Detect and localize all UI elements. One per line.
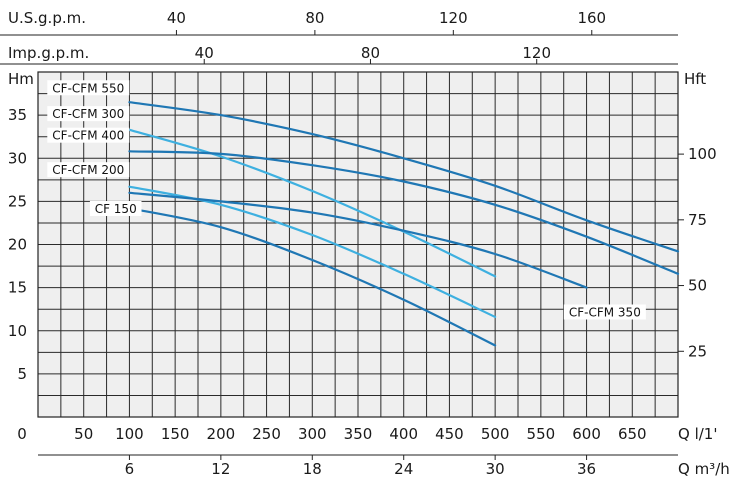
bottom-axis-lmin-tick-label: 100 — [115, 425, 144, 443]
left-axis-tick-label: 15 — [8, 279, 27, 297]
series-label: CF-CFM 200 — [52, 163, 124, 177]
chart-grid — [37, 71, 679, 418]
bottom-axis-m3h-label: Q m³/h — [678, 460, 730, 478]
plot-border — [37, 71, 679, 418]
series-label: CF 150 — [95, 202, 137, 216]
bottom-axis-m3h-tick-label: 6 — [125, 460, 135, 478]
curve-cf-cfm-550 — [128, 101, 680, 253]
bottom-axis-m3h-tick-label: 18 — [303, 460, 322, 478]
bottom-axis-lmin-tick-label: 250 — [252, 425, 281, 443]
bottom-axis-lmin-tick-label: 50 — [74, 425, 93, 443]
top-axis-impgpm-tick-label: 80 — [361, 44, 380, 62]
right-axis-tick-label: 75 — [688, 211, 707, 229]
series-label-bg — [47, 80, 130, 96]
bottom-axis-lmin-tick-label: 400 — [389, 425, 418, 443]
bottom-axis-lmin-tick-label: 650 — [618, 425, 647, 443]
bottom-axis-lmin-tick-label: 200 — [207, 425, 236, 443]
bottom-axis-m3h-tick-label: 30 — [486, 460, 505, 478]
curve-cf-cfm-400 — [128, 150, 680, 275]
bottom-axis-lmin-tick-label: 150 — [161, 425, 190, 443]
bottom-axis-lmin-tick-label: 500 — [481, 425, 510, 443]
left-axis-tick-label: 5 — [17, 365, 27, 383]
series-label: CF-CFM 350 — [569, 306, 641, 320]
top-axis-impgpm-label: Imp.g.p.m. — [8, 44, 89, 62]
bottom-axis-m3h-tick-label: 36 — [577, 460, 596, 478]
series-label-bg — [47, 162, 130, 178]
top-axis-usgpm-tick-label: 160 — [577, 9, 606, 27]
curve-cf-cfm-300 — [128, 128, 497, 278]
bottom-axis-lmin-label: Q l/1' — [678, 425, 717, 443]
top-axis-impgpm-tick-label: 120 — [522, 44, 551, 62]
left-axis-tick-label: 20 — [8, 236, 27, 254]
left-axis-tick-label: 30 — [8, 149, 27, 167]
chart-curves — [128, 101, 680, 347]
right-axis-tick-label: 50 — [688, 277, 707, 295]
bottom-axis-lmin-tick-label: 450 — [435, 425, 464, 443]
top-axis-impgpm-tick-label: 40 — [195, 44, 214, 62]
top-axis-usgpm-tick-label: 80 — [305, 9, 324, 27]
top-axis-usgpm-label: U.S.g.p.m. — [8, 9, 86, 27]
top-axis-usgpm-tick-label: 40 — [167, 9, 186, 27]
right-axis-tick-label: 100 — [688, 145, 717, 163]
curve-cf-150 — [128, 207, 497, 347]
right-axis-tick-label: 25 — [688, 342, 707, 360]
left-axis-tick-label: 25 — [8, 192, 27, 210]
bottom-axis-m3h-tick-label: 24 — [394, 460, 413, 478]
series-label-bg — [47, 127, 130, 143]
left-axis-tick-label: 10 — [8, 322, 27, 340]
series-label-bg — [47, 106, 130, 122]
chart-labels: CF-CFM 550 CF-CFM 300 CF-CFM 400 CF-CFM 200… — [47, 80, 646, 320]
bottom-axis-lmin-tick-label: 600 — [572, 425, 601, 443]
series-label: CF-CFM 400 — [52, 129, 124, 143]
right-axis-label: Hft — [684, 70, 706, 88]
left-axis-tick-label: 35 — [8, 106, 27, 124]
series-label-bg — [563, 304, 646, 320]
bottom-axis-lmin-tick-label: 550 — [527, 425, 556, 443]
top-axis-usgpm-tick-label: 120 — [439, 9, 468, 27]
series-label: CF-CFM 550 — [52, 81, 124, 95]
bottom-axis-lmin-tick-label: 350 — [344, 425, 373, 443]
bottom-axis-lmin-tick-label: 300 — [298, 425, 327, 443]
left-axis-label: Hm — [8, 70, 34, 88]
series-label: CF-CFM 300 — [52, 107, 124, 121]
bottom-axis-lmin-tick-label: 0 — [17, 425, 27, 443]
bottom-axis-m3h-tick-label: 12 — [211, 460, 230, 478]
curve-cf-cfm-350 — [128, 191, 588, 289]
series-label-bg — [89, 201, 142, 216]
